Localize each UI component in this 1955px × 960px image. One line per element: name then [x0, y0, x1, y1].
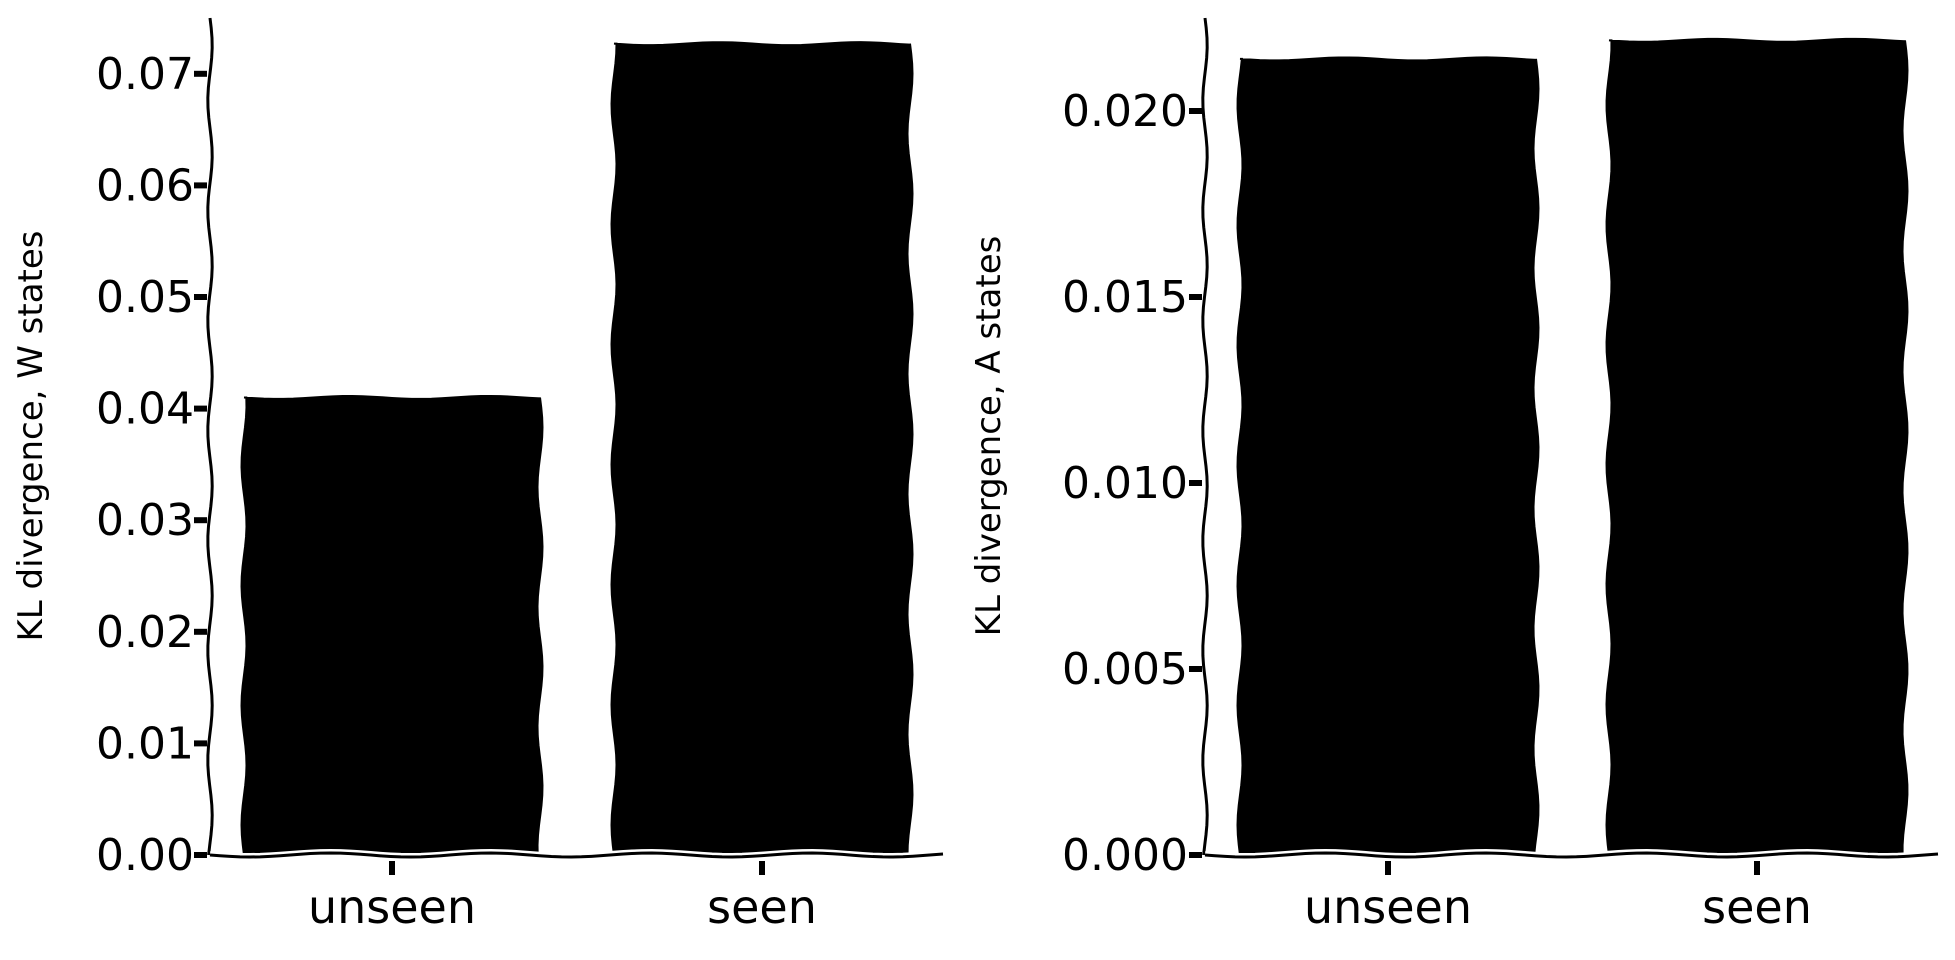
chart-panel-1: 0.00 0.01 0.02 0.03 0.04 0.05 0.06 0.07 unseen se…	[11, 17, 944, 934]
y-tick-label-4: 0.020	[1062, 86, 1188, 137]
y-tick-label-5: 0.05	[96, 272, 194, 323]
x-axis-spine	[209, 851, 944, 859]
y-tick-label-0: 0.00	[96, 830, 194, 881]
y-tick-label-3: 0.015	[1062, 272, 1188, 323]
y-tick-label-2: 0.010	[1062, 458, 1188, 509]
bar-unseen	[1236, 56, 1540, 856]
y-axis-title: KL divergence, A states	[969, 236, 1009, 637]
y-tick-label-1: 0.01	[96, 718, 194, 769]
chart-panel-2: 0.000 0.005 0.010 0.015 0.020 unseen seen KL di…	[969, 17, 1939, 934]
bar-seen	[1605, 37, 1909, 856]
x-axis-spine	[1204, 851, 1939, 859]
y-axis-spine	[1201, 17, 1209, 856]
x-tick-label-seen: seen	[1702, 880, 1812, 934]
y-tick-label-1: 0.005	[1062, 644, 1188, 695]
y-axis-spine	[206, 17, 214, 856]
y-tick-label-2: 0.02	[96, 607, 194, 658]
y-tick-label-3: 0.03	[96, 495, 194, 546]
x-tick-label-unseen: unseen	[1304, 880, 1472, 934]
y-tick-label-6: 0.06	[96, 160, 194, 211]
y-tick-label-4: 0.04	[96, 384, 194, 435]
y-tick-label-0: 0.000	[1062, 830, 1188, 881]
x-tick-label-seen: seen	[707, 880, 817, 934]
x-tick-label-unseen: unseen	[308, 880, 476, 934]
bar-seen	[610, 41, 914, 856]
bar-unseen	[240, 394, 544, 856]
y-axis-title: KL divergence, W states	[11, 230, 51, 641]
y-tick-label-7: 0.07	[96, 49, 194, 100]
